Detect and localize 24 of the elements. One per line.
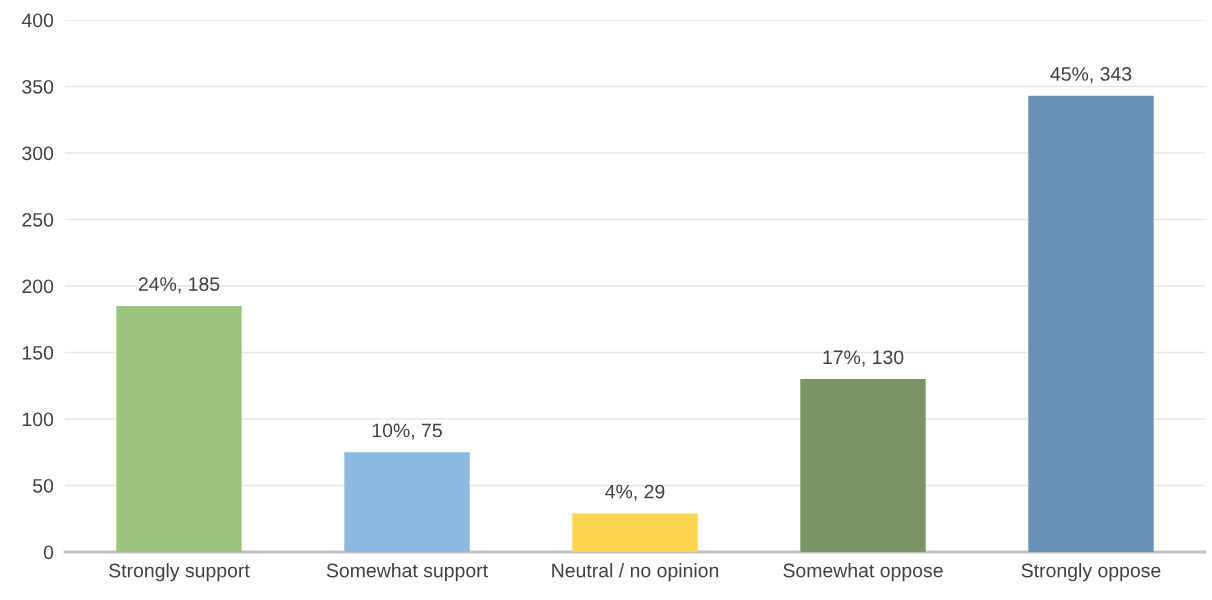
bar bbox=[572, 513, 698, 552]
data-label: 4%, 29 bbox=[605, 484, 665, 501]
bar bbox=[1028, 95, 1154, 552]
y-tick-label: 350 bbox=[22, 79, 54, 94]
y-tick-label: 400 bbox=[21, 13, 54, 28]
y-tick-label: 150 bbox=[22, 345, 54, 360]
x-tick-label: Somewhat support bbox=[326, 563, 488, 582]
data-label: 24%, 185 bbox=[138, 277, 220, 294]
x-tick-label: Strongly support bbox=[109, 563, 250, 582]
data-label: 17%, 130 bbox=[823, 350, 904, 367]
y-tick-label: 250 bbox=[22, 212, 54, 227]
y-tick-label: 0 bbox=[43, 545, 54, 560]
y-tick-label: 50 bbox=[33, 478, 54, 493]
x-tick-label: Neutral / no opinion bbox=[552, 563, 719, 582]
data-label: 10%, 75 bbox=[372, 423, 442, 440]
y-tick-label: 200 bbox=[22, 279, 54, 294]
x-tick-label: Somewhat oppose bbox=[783, 563, 943, 582]
y-tick-label: 300 bbox=[22, 146, 54, 161]
y-tick-label: 100 bbox=[22, 412, 54, 427]
data-label: 45%, 343 bbox=[1050, 67, 1132, 84]
x-tick-label: Strongly oppose bbox=[1021, 563, 1161, 582]
bar bbox=[800, 379, 926, 552]
bar bbox=[116, 305, 242, 552]
bar bbox=[344, 452, 470, 552]
